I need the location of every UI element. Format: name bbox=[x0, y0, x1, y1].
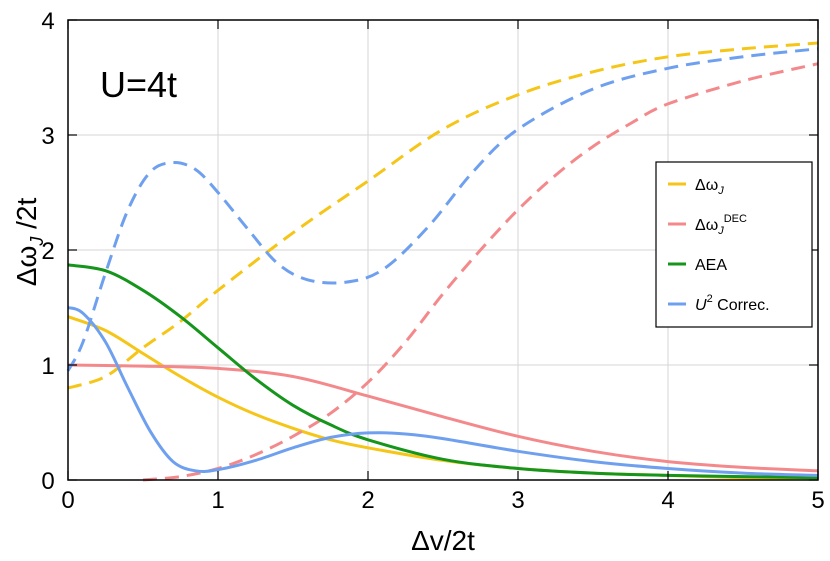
tick-labels: 0 1 2 3 4 5 0 1 2 3 4 bbox=[41, 8, 824, 514]
x-tick-label: 3 bbox=[511, 487, 524, 514]
x-tick-label: 2 bbox=[361, 487, 374, 514]
y-tick-label: 4 bbox=[41, 8, 54, 35]
y-tick-label: 1 bbox=[41, 353, 54, 380]
y-tick-label: 3 bbox=[41, 123, 54, 150]
legend: ΔωJ ΔωJDEC AEA U2 Correc. bbox=[655, 161, 813, 328]
x-tick-label: 4 bbox=[661, 487, 674, 514]
series-line-dw-dashed bbox=[67, 41, 819, 390]
y-axis-label: ΔωJ /2t bbox=[11, 198, 47, 287]
series-line-dec-dashed bbox=[142, 62, 819, 482]
x-axis-label: Δv/2t bbox=[411, 525, 475, 556]
legend-label-dw: ΔωJ bbox=[695, 177, 724, 197]
x-tick-label: 5 bbox=[811, 487, 824, 514]
legend-box bbox=[655, 161, 813, 328]
x-tick-label: 0 bbox=[61, 487, 74, 514]
legend-label-aea: AEA bbox=[695, 257, 727, 274]
y-tick-label: 2 bbox=[41, 238, 54, 265]
series-line-dec-solid bbox=[67, 363, 819, 473]
series-line-aea-solid bbox=[67, 263, 819, 480]
series-line-u2-solid bbox=[67, 306, 819, 477]
y-tick-label: 0 bbox=[41, 468, 54, 495]
legend-label-u2: U2 Correc. bbox=[695, 293, 770, 314]
series-line-u2-dashed bbox=[66, 47, 819, 372]
series-layer bbox=[66, 41, 819, 482]
y-axis-label-sub: J bbox=[27, 236, 47, 247]
y-axis-label-base: Δω bbox=[11, 246, 42, 287]
annotation-label: U=4t bbox=[100, 64, 177, 105]
x-tick-label: 1 bbox=[211, 487, 224, 514]
legend-label-dec: ΔωJDEC bbox=[695, 213, 747, 237]
y-axis-label-tail: /2t bbox=[11, 198, 42, 237]
